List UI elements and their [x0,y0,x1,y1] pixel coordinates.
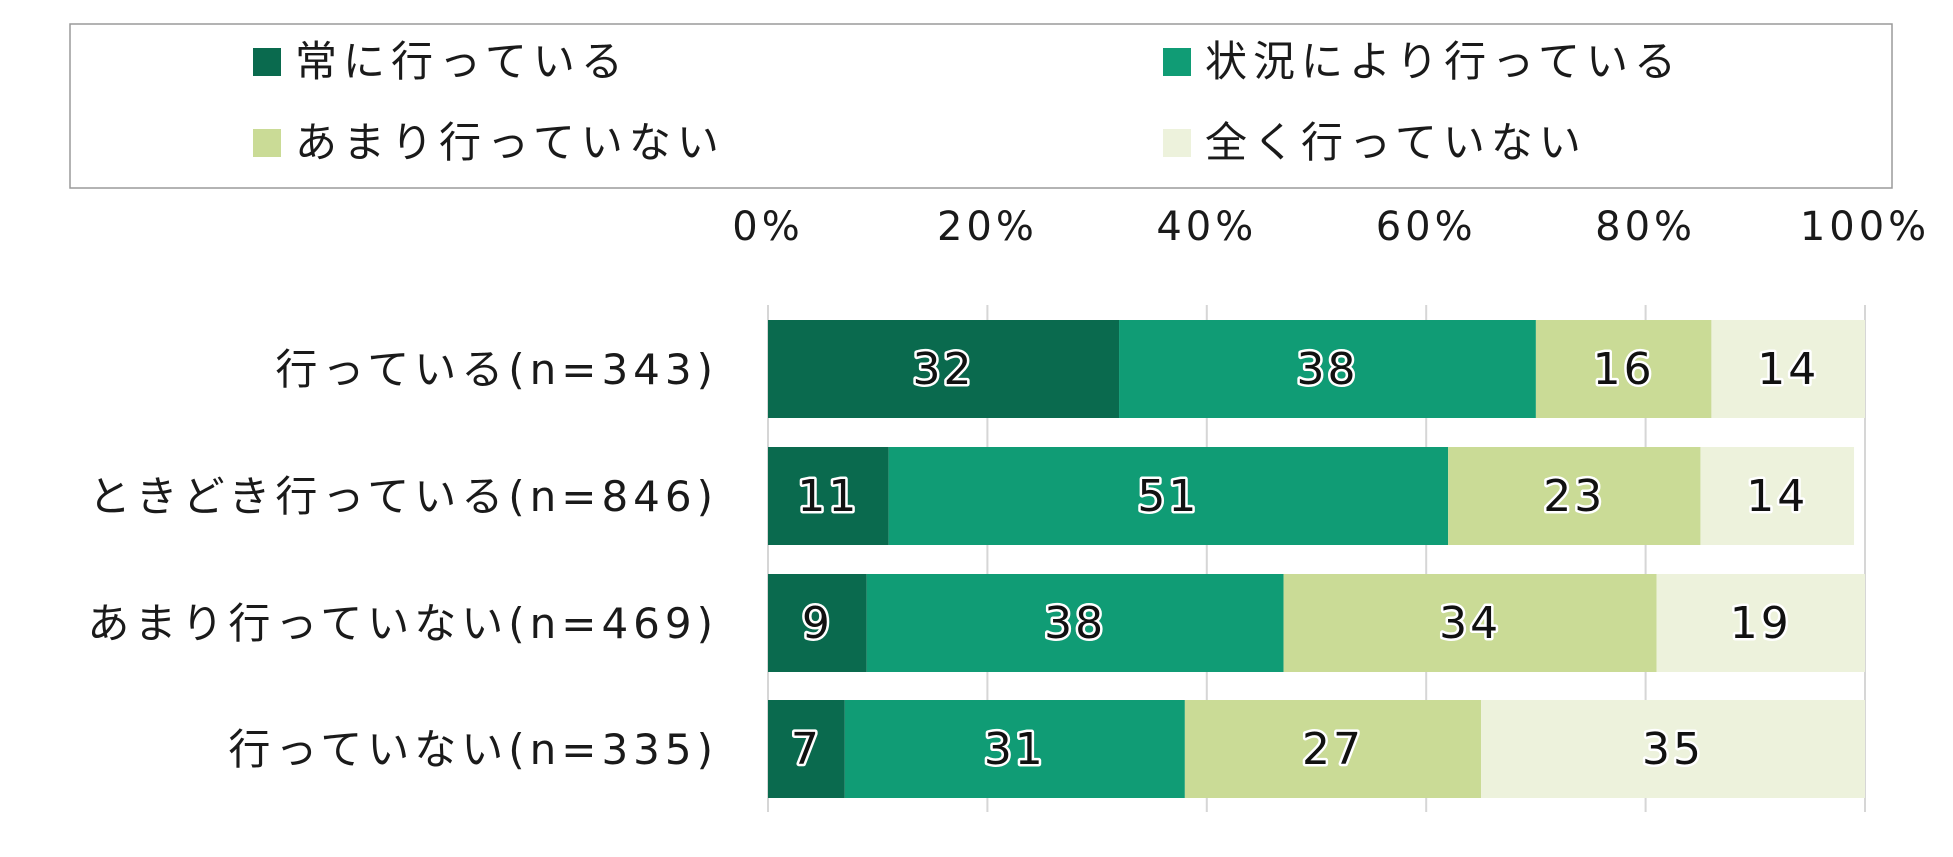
legend-swatch [253,48,281,76]
x-tick-label: 60% [1376,204,1477,250]
bar-segment [1119,320,1536,418]
bar-segment [768,700,845,798]
x-tick-label: 40% [1156,204,1257,250]
legend-swatch [253,129,281,157]
bar-segment [844,700,1185,798]
data-label: 14 [1757,344,1819,395]
legend-label: あまり行っていない [295,118,725,167]
legend-label: 全く行っていない [1205,118,1587,167]
bar-segment [1184,700,1482,798]
data-label: 16 [1593,344,1655,395]
bar-segment [768,574,867,672]
data-label: 51 [1137,471,1199,522]
data-label: 32 [913,344,975,395]
legend-label: 状況により行っている [1205,37,1682,86]
data-label: 14 [1746,471,1808,522]
legend-swatch [1163,129,1191,157]
bar-segment [888,447,1449,545]
bar-segment [1283,574,1657,672]
bar-segment [1535,320,1712,418]
data-label: 31 [984,724,1046,775]
x-tick-label: 20% [937,204,1038,250]
bar-segment [1700,447,1855,545]
data-label: 19 [1730,598,1792,649]
bar-segment [1711,320,1865,418]
legend-frame [69,23,1893,189]
bar-segment [1448,447,1701,545]
x-tick-label: 0% [732,204,803,250]
data-label: 27 [1302,724,1364,775]
data-labels: 32 38 16 14 11 51 23 14 9 38 34 19 7 31 27 35 [788,342,1819,778]
data-label: 11 [797,471,859,522]
x-tick-label: 100% [1800,204,1930,250]
bar-segment [1481,700,1865,798]
data-label: 38 [1296,344,1358,395]
data-label: 9 [802,598,833,649]
legend-swatch [1163,48,1191,76]
bars [768,320,1865,798]
bar-segment [866,574,1284,672]
category-label: あまり行っていない(n=469) [87,599,718,648]
category-label: ときどき行っている(n=846) [89,472,718,521]
bar-segment [768,447,889,545]
bar-segment [1656,574,1865,672]
data-label: 35 [1642,724,1704,775]
x-axis-tick-labels: 0% 20% 40% 60% 80% 100% [732,204,1930,250]
data-label: 23 [1543,471,1605,522]
category-label: 行っている(n=343) [275,345,718,394]
legend-label: 常に行っている [295,37,629,86]
x-tick-label: 80% [1595,204,1696,250]
data-label: 38 [1044,598,1106,649]
data-label: 7 [791,724,822,775]
bar-segment [768,320,1120,418]
category-label: 行っていない(n=335) [228,725,718,774]
category-labels: 行っている(n=343) ときどき行っている(n=846) あまり行っていない(n=… [87,345,718,774]
data-label: 34 [1439,598,1501,649]
